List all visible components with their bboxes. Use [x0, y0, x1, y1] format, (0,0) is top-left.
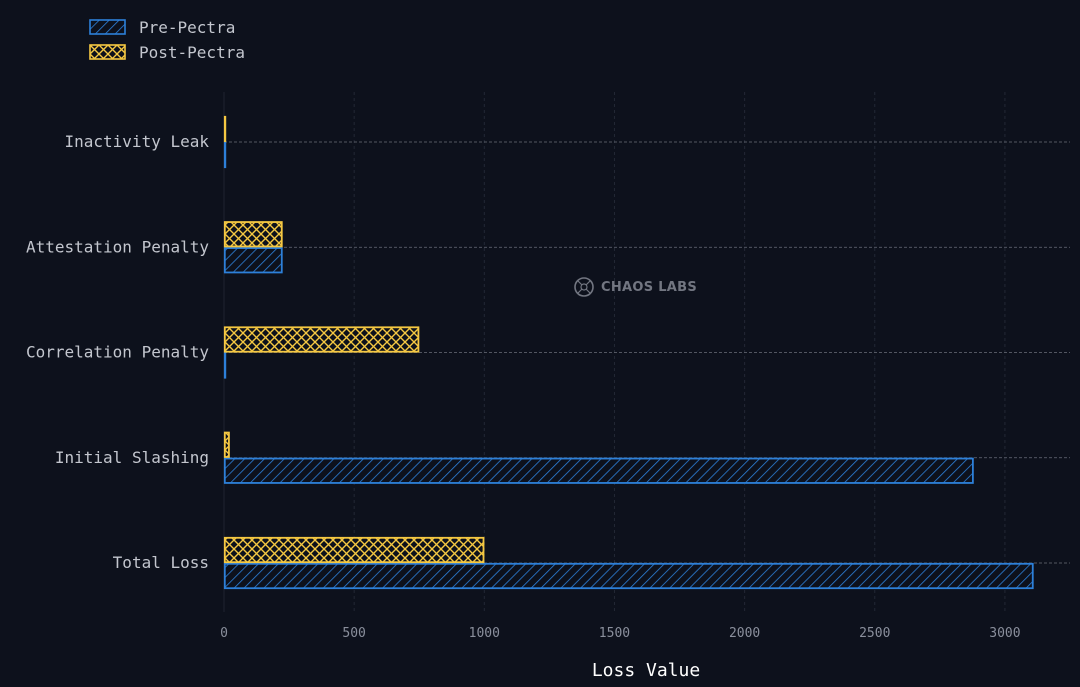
legend-label-pre-pectra: Pre-Pectra [139, 18, 235, 37]
legend-swatch-pre-pectra [89, 19, 126, 35]
bar-pre-pectra [223, 457, 974, 484]
bar-post-pectra [223, 221, 283, 248]
bar-pre-pectra [223, 352, 227, 379]
axis-labels: 0 500 1000 1500 2000 2500 3000 Inactivity Leak A… [26, 132, 1021, 641]
x-tick-label: 2500 [859, 626, 890, 641]
x-tick-label: 1000 [469, 626, 500, 641]
bar-post-pectra [223, 536, 485, 564]
bar-post-pectra [223, 431, 230, 458]
watermark: CHAOS LABS [574, 277, 697, 297]
bars [223, 115, 1034, 590]
bar-pre-pectra [223, 562, 1034, 590]
y-category-label: Correlation Penalty [26, 343, 209, 362]
bar-pre-pectra [223, 141, 227, 169]
x-tick-label: 0 [220, 626, 228, 641]
x-tick-label: 500 [342, 626, 365, 641]
y-category-label: Attestation Penalty [26, 237, 209, 256]
legend-swatch-post-pectra [89, 44, 126, 60]
legend-item-post-pectra: Post-Pectra [89, 43, 245, 62]
legend-item-pre-pectra: Pre-Pectra [89, 18, 235, 37]
y-category-label: Initial Slashing [55, 448, 209, 467]
y-category-label: Total Loss [113, 553, 209, 572]
x-tick-label: 2000 [729, 626, 760, 641]
bar-pre-pectra [223, 247, 283, 274]
x-tick-label: 1500 [599, 626, 630, 641]
legend: Pre-Pectra Post-Pectra [89, 18, 245, 62]
legend-label-post-pectra: Post-Pectra [139, 43, 245, 62]
bar-post-pectra [223, 326, 420, 353]
chaos-labs-logo-icon [574, 277, 594, 297]
bar-post-pectra [223, 115, 227, 143]
y-category-label: Inactivity Leak [65, 132, 210, 151]
x-tick-label: 3000 [989, 626, 1020, 641]
x-axis-label: Loss Value [592, 660, 700, 681]
watermark-text: CHAOS LABS [601, 280, 697, 295]
